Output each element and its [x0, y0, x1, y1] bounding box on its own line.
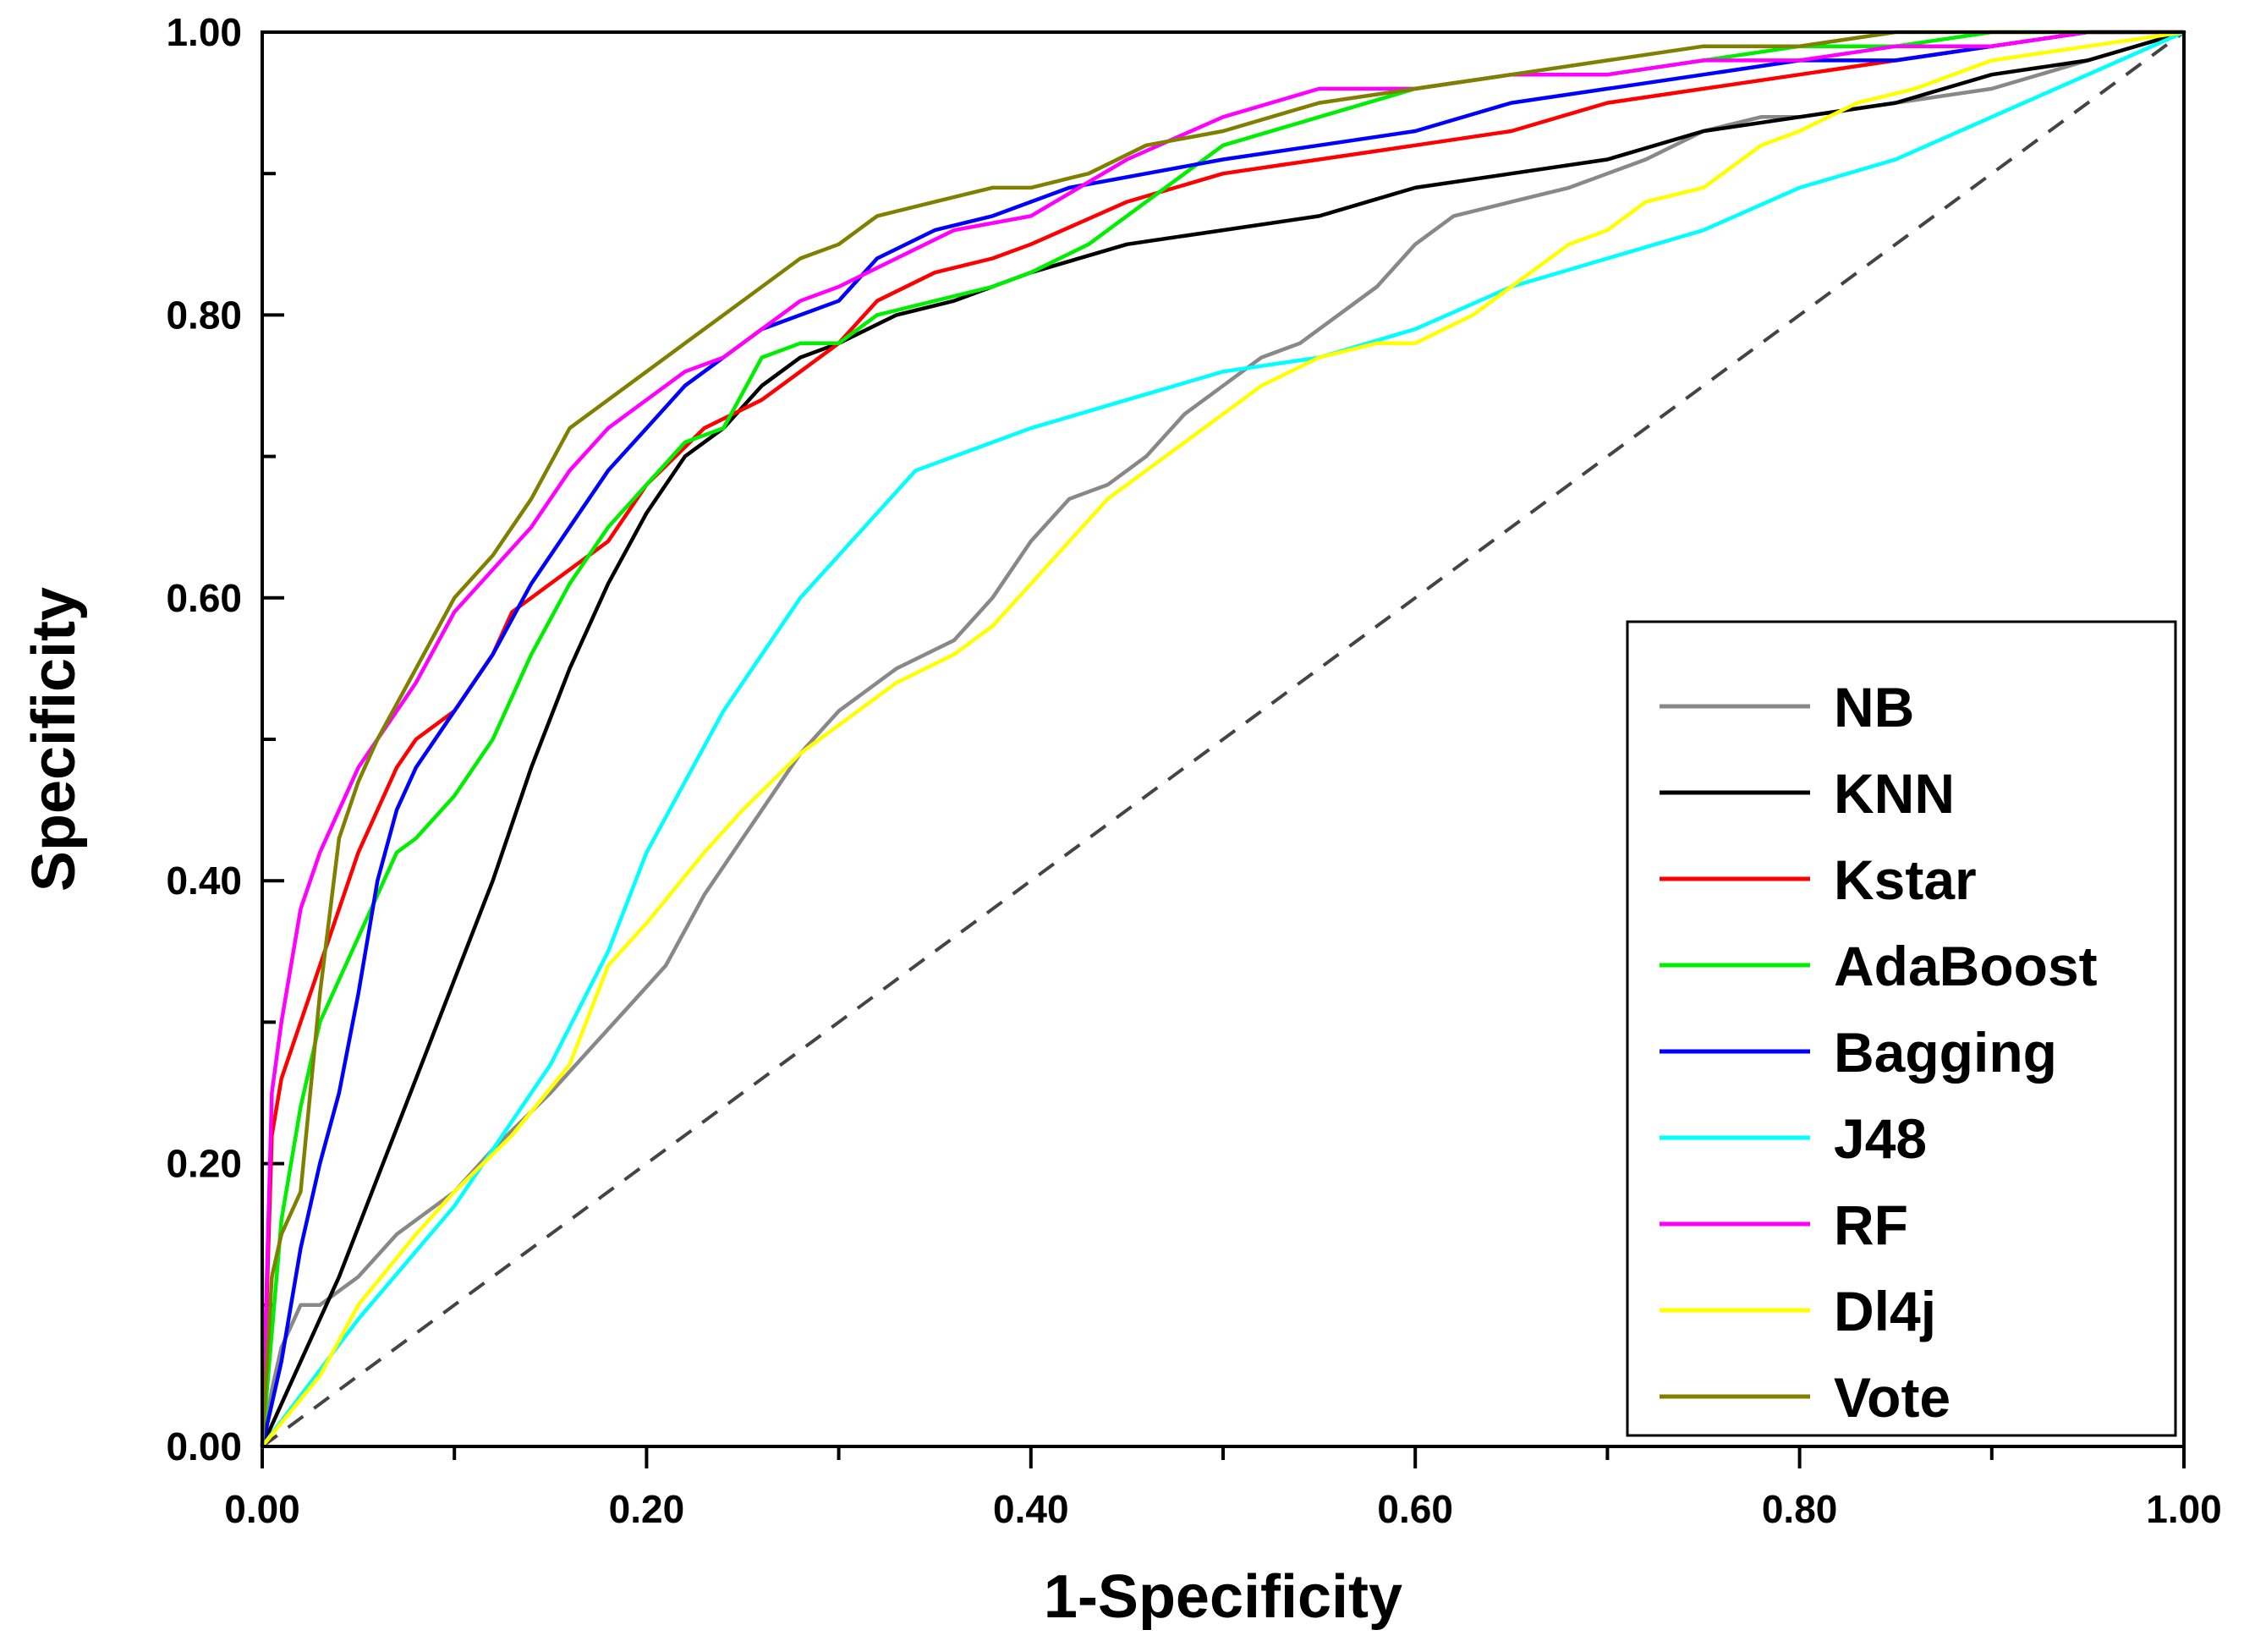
chance-reference-line	[261, 30, 2186, 1448]
legend-label-adaboost: AdaBoost	[1834, 935, 2098, 997]
legend-label-vote: Vote	[1834, 1366, 1950, 1429]
y-tick-label: 0.00	[166, 1424, 242, 1468]
y-tick-label: 0.80	[166, 293, 242, 337]
legend-label-kstar: Kstar	[1834, 848, 1977, 911]
y-tick-label: 0.40	[166, 859, 242, 903]
series-line-bagging	[260, 30, 2186, 1449]
series-line-rf	[260, 30, 2186, 1449]
legend-frame	[1626, 620, 2177, 1437]
legend-label-bagging: Bagging	[1834, 1021, 2057, 1084]
y-tick-label: 1.00	[166, 10, 242, 54]
x-tick-label: 1.00	[2146, 1487, 2222, 1531]
x-tick-label: 0.40	[993, 1487, 1069, 1531]
plot-area-frame	[261, 30, 2186, 1448]
x-tick-label: 0.20	[609, 1487, 685, 1531]
x-tick-label: 0.00	[224, 1487, 300, 1531]
legend-label-j48: J48	[1834, 1107, 1927, 1170]
series-line-dl4j	[260, 30, 2186, 1449]
series-group	[260, 30, 2186, 1449]
x-tick-label: 0.80	[1762, 1487, 1838, 1531]
legend-label-nb: NB	[1834, 676, 1914, 738]
legend-label-dl4j: Dl4j	[1834, 1280, 1936, 1342]
tick-label-group: 0.00 0.20 0.40 0.60 0.80 1.00 0.00 0.20 0.40 0.60…	[166, 10, 2221, 1531]
series-line-vote	[260, 30, 2186, 1449]
legend: NB KNN Kstar AdaBoost Bagging J48 RF Dl4j Vote	[1626, 620, 2177, 1437]
legend-label-knn: KNN	[1834, 762, 1955, 825]
reference-line-group	[261, 30, 2186, 1448]
y-tick-label: 0.20	[166, 1142, 242, 1186]
x-tick-label: 0.60	[1377, 1487, 1453, 1531]
legend-label-rf: RF	[1834, 1194, 1908, 1256]
x-axis-title: 1-Specificity	[1044, 1563, 1402, 1631]
series-line-kstar	[260, 30, 2186, 1449]
y-axis-title: Specificity	[20, 587, 88, 892]
y-tick-label: 0.60	[166, 576, 242, 620]
series-line-j48	[260, 30, 2186, 1449]
